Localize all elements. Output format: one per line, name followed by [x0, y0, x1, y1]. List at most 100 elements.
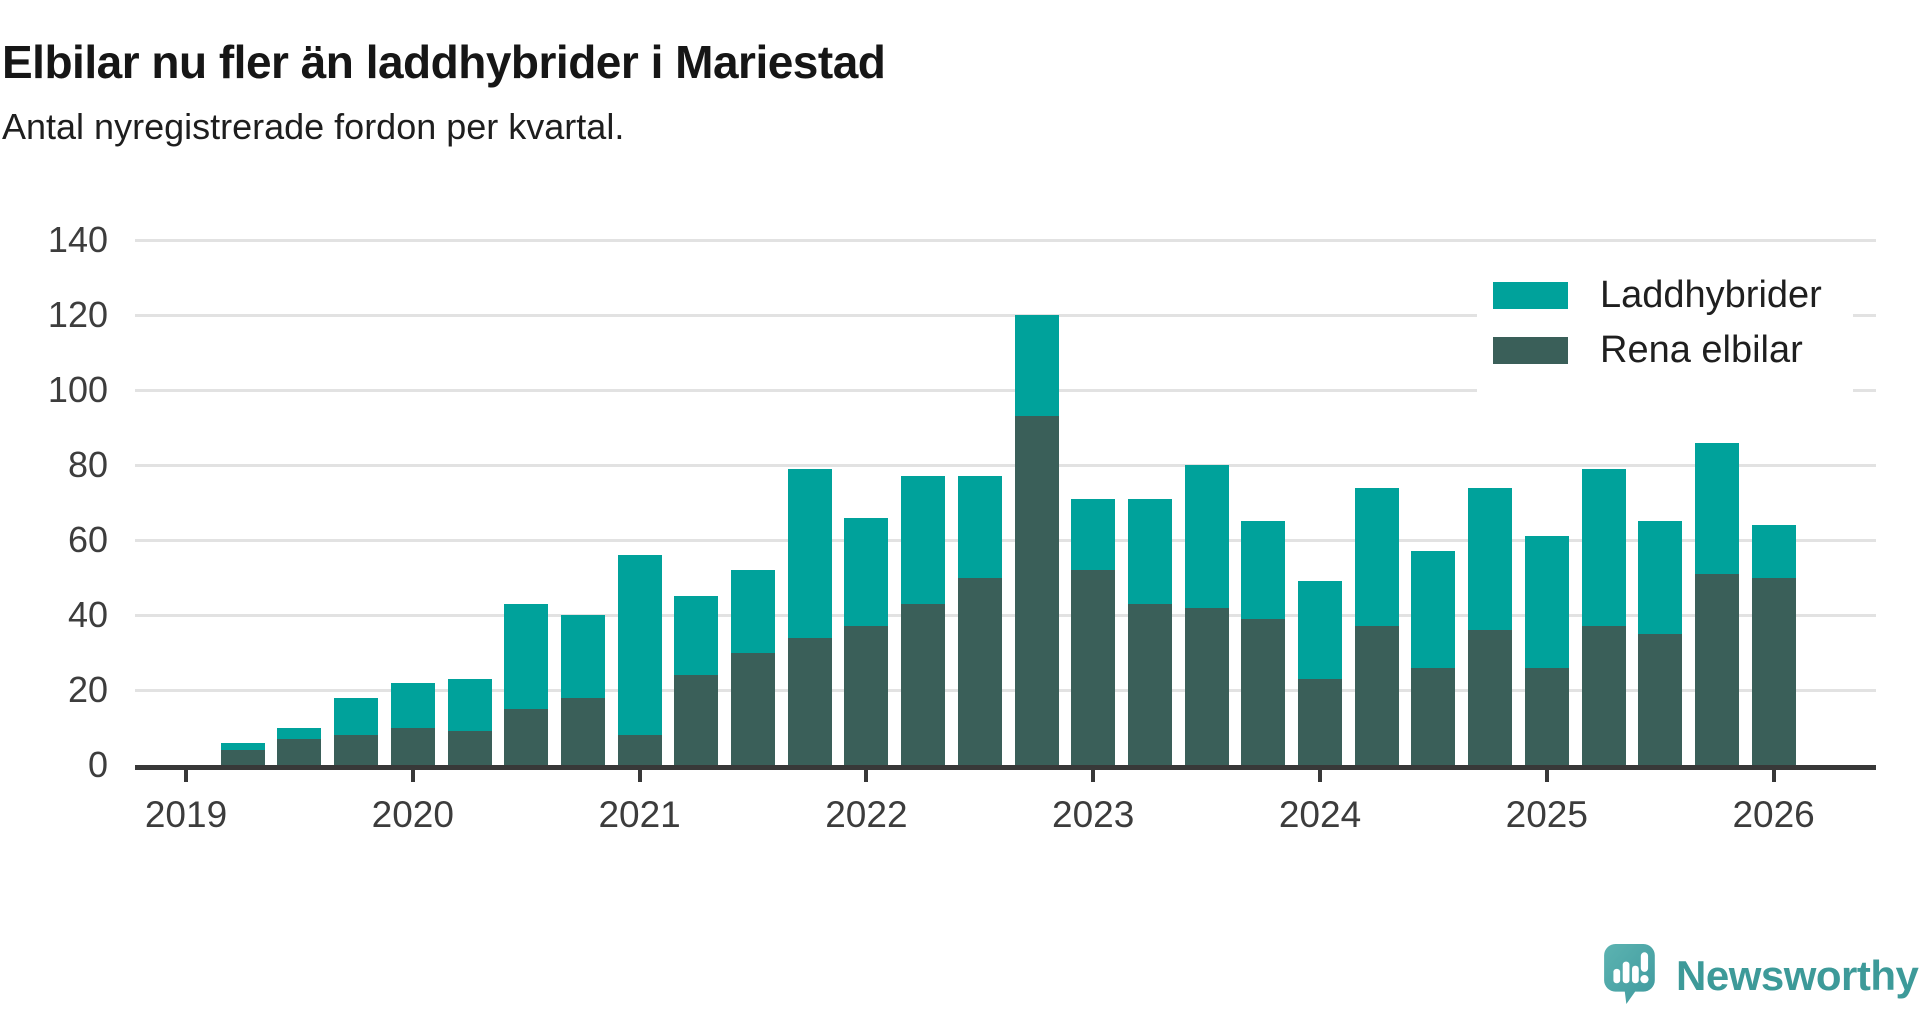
- bar-segment-laddhybrider: [1524, 536, 1569, 668]
- y-axis-tick-label: 100: [47, 369, 108, 410]
- x-axis-tick-label: 2026: [1732, 794, 1815, 835]
- x-axis-tick: [1318, 770, 1322, 782]
- bar-segment-rena-elbilar: [1694, 573, 1739, 765]
- bar-segment-rena-elbilar: [447, 731, 492, 765]
- bar-segment-laddhybrider: [1014, 315, 1059, 417]
- legend-swatch-laddhybrider: [1493, 282, 1568, 309]
- bar-segment-rena-elbilar: [277, 738, 322, 765]
- bar-segment-laddhybrider: [1694, 442, 1739, 574]
- x-axis-tick: [184, 770, 188, 782]
- bar-segment-rena-elbilar: [901, 603, 946, 765]
- bar-segment-rena-elbilar: [1751, 577, 1796, 765]
- y-gridline: [135, 614, 1876, 617]
- bar-segment-laddhybrider: [1127, 498, 1172, 604]
- y-gridline: [135, 314, 1876, 317]
- bar-segment-laddhybrider: [390, 682, 435, 728]
- bar-segment-laddhybrider: [220, 742, 265, 750]
- bar-segment-rena-elbilar: [1354, 626, 1399, 765]
- bar-segment-laddhybrider: [901, 476, 946, 604]
- x-axis-tick: [410, 770, 415, 782]
- bar-segment-laddhybrider: [844, 517, 889, 627]
- bar-segment-rena-elbilar: [1581, 626, 1626, 765]
- bar-segment-laddhybrider: [1241, 521, 1286, 619]
- y-gridline: [135, 539, 1876, 542]
- bar-segment-laddhybrider: [504, 603, 549, 709]
- bar-segment-rena-elbilar: [1638, 633, 1683, 765]
- bar-segment-laddhybrider: [1071, 498, 1116, 570]
- legend-label: Laddhybrider: [1600, 274, 1822, 316]
- bar-segment-rena-elbilar: [1127, 603, 1172, 765]
- bar-segment-laddhybrider: [674, 596, 719, 675]
- y-axis-tick-label: 40: [67, 594, 108, 635]
- y-axis-tick-label: 140: [47, 219, 108, 260]
- bar-segment-laddhybrider: [787, 468, 832, 638]
- bar-segment-laddhybrider: [277, 727, 322, 739]
- x-axis-tick-label: 2025: [1505, 794, 1588, 835]
- bar-segment-rena-elbilar: [844, 626, 889, 765]
- bar-segment-rena-elbilar: [1468, 630, 1513, 765]
- bar-segment-rena-elbilar: [731, 652, 775, 765]
- y-axis-tick-label: 20: [67, 669, 108, 710]
- bar-segment-laddhybrider: [447, 678, 492, 732]
- x-axis-line: [135, 765, 1876, 770]
- x-axis-tick-label: 2020: [371, 794, 454, 835]
- bar-segment-rena-elbilar: [390, 727, 435, 765]
- x-axis-tick: [864, 770, 869, 782]
- x-axis-tick-label: 2022: [825, 794, 908, 835]
- bar-segment-laddhybrider: [1751, 525, 1796, 578]
- bar-segment-laddhybrider: [1411, 551, 1456, 668]
- bar-segment-rena-elbilar: [1524, 667, 1569, 765]
- y-axis-tick-label: 0: [87, 744, 108, 785]
- chart-subtitle: Antal nyregistrerade fordon per kvartal.: [2, 106, 625, 147]
- bar-segment-laddhybrider: [1581, 468, 1626, 627]
- y-axis-tick-label: 80: [67, 444, 108, 485]
- bar-segment-rena-elbilar: [560, 697, 605, 765]
- y-axis-tick-label: 120: [47, 294, 108, 335]
- bar-segment-laddhybrider: [617, 555, 662, 735]
- y-gridline: [135, 239, 1876, 242]
- y-gridline: [135, 389, 1876, 392]
- bar-segment-rena-elbilar: [1411, 667, 1456, 765]
- x-axis-tick: [1771, 770, 1776, 782]
- x-axis-tick: [1091, 770, 1096, 782]
- x-axis-tick-label: 2021: [598, 794, 681, 835]
- bar-segment-laddhybrider: [560, 615, 605, 698]
- bar-segment-rena-elbilar: [957, 577, 1002, 765]
- bar-segment-laddhybrider: [1298, 581, 1342, 679]
- y-gridline: [135, 689, 1876, 692]
- bar-segment-rena-elbilar: [1014, 416, 1059, 765]
- chart-title: Elbilar nu fler än laddhybrider i Maries…: [2, 35, 886, 88]
- y-gridline: [135, 464, 1876, 467]
- bar-segment-laddhybrider: [1638, 521, 1683, 634]
- legend: Laddhybrider Rena elbilar: [1477, 264, 1853, 398]
- bar-segment-rena-elbilar: [1298, 678, 1342, 765]
- legend-swatch-rena-elbilar: [1493, 337, 1568, 364]
- bar-segment-rena-elbilar: [334, 735, 379, 765]
- bar-segment-laddhybrider: [1184, 465, 1229, 608]
- bar-segment-rena-elbilar: [787, 637, 832, 765]
- y-axis-tick-label: 60: [67, 519, 108, 560]
- x-axis-tick-label: 2024: [1278, 794, 1362, 835]
- bar-segment-rena-elbilar: [1071, 570, 1116, 765]
- newsworthy-logo: Newsworthy: [1604, 944, 1920, 1010]
- bar-segment-laddhybrider: [1468, 487, 1513, 630]
- x-axis-tick-label: 2019: [144, 794, 228, 835]
- bar-segment-laddhybrider: [731, 570, 775, 653]
- x-axis-tick-label: 2023: [1052, 794, 1135, 835]
- bar-segment-laddhybrider: [334, 697, 379, 735]
- bar-segment-rena-elbilar: [504, 708, 549, 765]
- bar-segment-laddhybrider: [1354, 487, 1399, 627]
- x-axis-tick: [637, 770, 642, 782]
- bar-segment-rena-elbilar: [1184, 607, 1229, 765]
- bar-segment-rena-elbilar: [220, 750, 265, 765]
- newsworthy-wordmark: Newsworthy: [1676, 952, 1919, 999]
- x-axis-tick: [1544, 770, 1549, 782]
- bar-segment-rena-elbilar: [674, 675, 719, 765]
- newsworthy-speech-bubble-icon: [1604, 944, 1655, 1004]
- legend-label: Rena elbilar: [1600, 329, 1803, 371]
- bar-segment-laddhybrider: [957, 476, 1002, 578]
- bar-segment-rena-elbilar: [1241, 618, 1286, 765]
- bar-segment-rena-elbilar: [617, 735, 662, 765]
